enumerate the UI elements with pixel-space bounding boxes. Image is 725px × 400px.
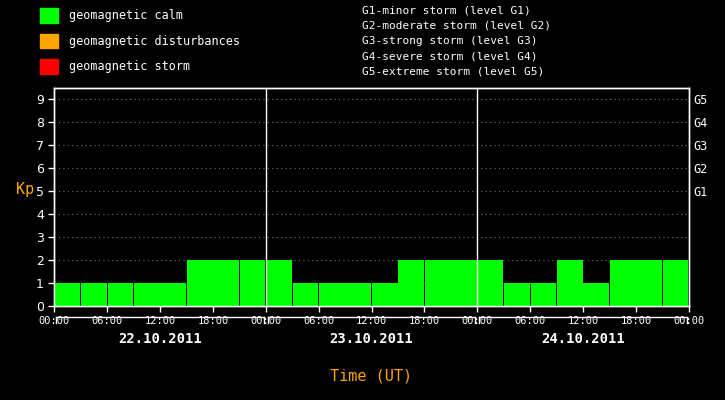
Bar <box>81 283 107 306</box>
Text: 23.10.2011: 23.10.2011 <box>330 332 413 346</box>
Y-axis label: Kp: Kp <box>16 182 34 197</box>
Bar <box>213 260 239 306</box>
Bar <box>160 283 186 306</box>
Bar <box>637 260 662 306</box>
Bar <box>531 283 556 306</box>
Bar <box>40 8 58 23</box>
Text: Time (UT): Time (UT) <box>331 368 413 384</box>
Bar <box>610 260 636 306</box>
Bar <box>478 260 503 306</box>
Bar <box>425 260 450 306</box>
Bar <box>40 59 58 74</box>
Text: G1-minor storm (level G1): G1-minor storm (level G1) <box>362 6 531 16</box>
Bar <box>293 283 318 306</box>
Bar <box>134 283 160 306</box>
Bar <box>319 283 345 306</box>
Bar <box>398 260 424 306</box>
Bar <box>266 260 292 306</box>
Bar <box>187 260 212 306</box>
Text: G3-strong storm (level G3): G3-strong storm (level G3) <box>362 36 538 46</box>
Text: geomagnetic storm: geomagnetic storm <box>69 60 190 73</box>
Bar <box>584 283 609 306</box>
Bar <box>663 260 689 306</box>
Bar <box>451 260 477 306</box>
Text: G4-severe storm (level G4): G4-severe storm (level G4) <box>362 51 538 61</box>
Text: 22.10.2011: 22.10.2011 <box>118 332 202 346</box>
Text: geomagnetic calm: geomagnetic calm <box>69 9 183 22</box>
Text: G2-moderate storm (level G2): G2-moderate storm (level G2) <box>362 21 552 31</box>
Bar <box>346 283 371 306</box>
Text: G5-extreme storm (level G5): G5-extreme storm (level G5) <box>362 66 544 76</box>
Bar <box>557 260 583 306</box>
Text: geomagnetic disturbances: geomagnetic disturbances <box>69 34 240 48</box>
Bar <box>54 283 80 306</box>
Bar <box>504 283 530 306</box>
Bar <box>40 34 58 48</box>
Text: 24.10.2011: 24.10.2011 <box>541 332 625 346</box>
Bar <box>372 283 397 306</box>
Bar <box>240 260 265 306</box>
Bar <box>107 283 133 306</box>
